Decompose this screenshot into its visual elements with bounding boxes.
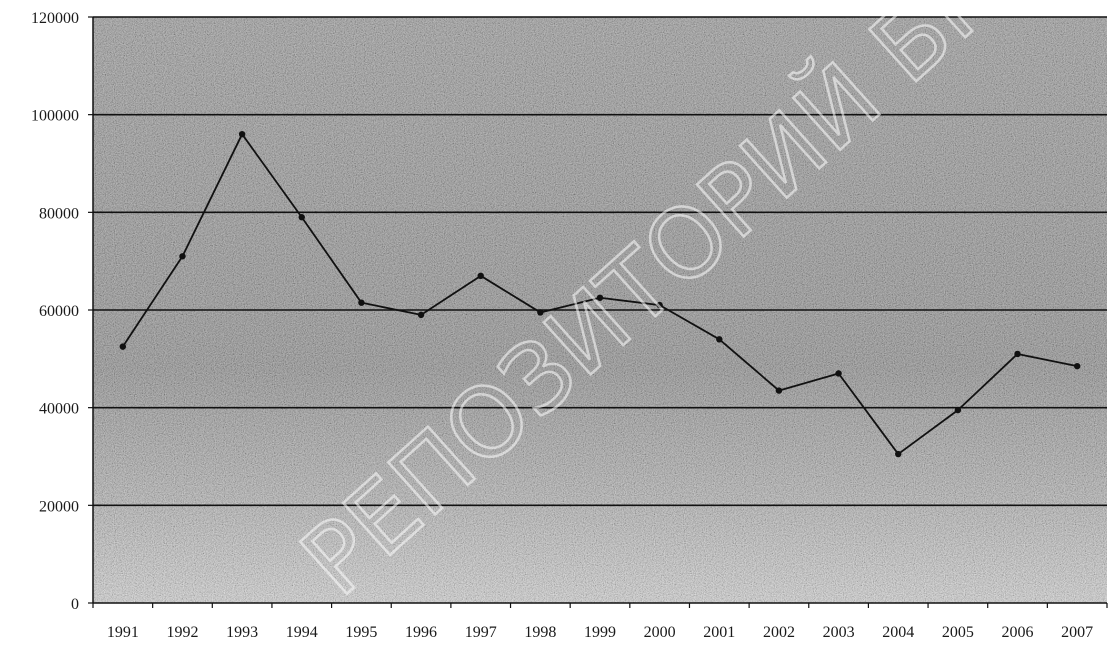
data-point-1995 — [358, 299, 365, 306]
data-point-1997 — [477, 272, 484, 280]
x-tick-label-1993: 1993 — [226, 624, 258, 641]
x-tick-labels: 1991 1992 1993 1994 1995 1996 1997 1998 1999 2000… — [107, 624, 1093, 641]
x-tick-label-1994: 1994 — [286, 624, 318, 641]
data-point-1994 — [298, 214, 305, 221]
data-point-2001 — [716, 336, 723, 343]
x-tick-label-1991: 1991 — [107, 624, 139, 641]
x-tick-label-1996: 1996 — [405, 624, 437, 641]
data-point-2002 — [775, 387, 783, 394]
data-point-1991 — [119, 343, 127, 350]
data-point-2006 — [1014, 350, 1021, 358]
data-point-1992 — [179, 253, 186, 260]
y-tick-label-0: 0 — [71, 596, 79, 613]
data-point-2003 — [835, 370, 842, 377]
y-tick-label-120000: 120000 — [31, 10, 79, 27]
x-tick-label-1998: 1998 — [524, 624, 556, 641]
gridlines — [93, 16, 1107, 507]
data-point-1998 — [537, 309, 544, 316]
x-tick-label-1997: 1997 — [465, 624, 497, 641]
data-point-2007 — [1073, 362, 1081, 370]
y-tick-label-100000: 100000 — [31, 108, 79, 125]
y-tick-label-40000: 40000 — [39, 401, 79, 418]
x-tick-label-2006: 2006 — [1002, 624, 1034, 641]
y-tick-label-20000: 20000 — [39, 498, 79, 515]
x-tick-label-1999: 1999 — [584, 624, 616, 641]
x-tick-label-2005: 2005 — [942, 624, 974, 641]
x-tick-label-2003: 2003 — [823, 624, 855, 641]
x-tick-label-2002: 2002 — [763, 624, 795, 641]
axes — [88, 16, 1108, 608]
data-point-1999 — [596, 294, 604, 301]
y-tick-labels: 0 20000 40000 60000 80000 100000 120000 — [31, 10, 79, 613]
x-tick-label-2004: 2004 — [882, 624, 914, 641]
x-tick-label-2000: 2000 — [644, 624, 676, 641]
series-line-group — [119, 131, 1081, 458]
data-point-1993 — [238, 131, 246, 138]
y-tick-label-60000: 60000 — [39, 303, 79, 320]
data-point-2000 — [656, 301, 663, 309]
x-tick-label-2007: 2007 — [1061, 624, 1093, 641]
data-point-2005 — [954, 406, 962, 414]
y-tick-label-80000: 80000 — [39, 205, 79, 222]
data-point-1996 — [417, 311, 425, 319]
x-tick-label-2001: 2001 — [703, 624, 735, 641]
x-tick-label-1995: 1995 — [345, 624, 377, 641]
x-tick-label-1992: 1992 — [166, 624, 198, 641]
data-point-2004 — [895, 450, 902, 458]
